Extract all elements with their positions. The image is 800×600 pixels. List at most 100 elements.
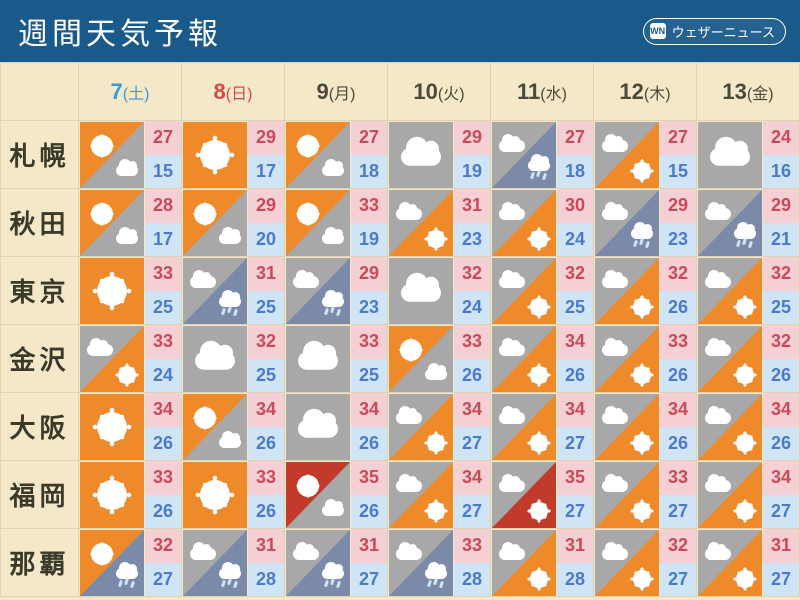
forecast-table: 7(土)8(日)9(月)10(火)11(水)12(木)13(金) 札幌 27 1…	[0, 62, 800, 597]
weather-icon	[594, 461, 660, 528]
day-number: 11	[517, 79, 540, 104]
weather-icon	[79, 393, 145, 460]
weather-icon	[388, 189, 454, 256]
temp-low: 26	[763, 427, 799, 461]
temps: 27 18	[557, 121, 593, 188]
temp-high: 33	[351, 325, 387, 359]
temps: 34 26	[763, 393, 799, 460]
temp-high: 34	[763, 393, 799, 427]
temps: 29 17	[248, 121, 284, 188]
temp-low: 28	[454, 563, 490, 597]
city-row: 札幌 27 15 29 17 27 18 29 19 27 18	[1, 121, 800, 189]
forecast-cell: 31 23	[388, 189, 491, 257]
weather-icon	[79, 461, 145, 528]
temps: 30 24	[557, 189, 593, 256]
temp-low: 28	[248, 563, 284, 597]
weather-icon	[285, 121, 351, 188]
temp-low: 27	[660, 495, 696, 529]
weather-icon	[594, 393, 660, 460]
forecast-cell: 31 27	[285, 529, 388, 597]
temps: 24 16	[763, 121, 799, 188]
weather-icon	[491, 325, 557, 392]
temp-high: 28	[145, 189, 181, 223]
temp-low: 27	[454, 495, 490, 529]
temp-high: 29	[248, 189, 284, 223]
temps: 33 26	[248, 461, 284, 528]
weather-icon	[285, 189, 351, 256]
weather-icon	[79, 325, 145, 392]
forecast-cell: 33 25	[79, 257, 182, 325]
forecast-cell: 32 26	[697, 325, 800, 393]
temp-high: 27	[660, 121, 696, 155]
temps: 29 20	[248, 189, 284, 256]
forecast-cell: 29 23	[594, 189, 697, 257]
temp-high: 31	[763, 529, 799, 563]
forecast-cell: 34 26	[697, 393, 800, 461]
day-of-week: (月)	[329, 86, 356, 103]
temps: 33 26	[660, 325, 696, 392]
weather-icon	[697, 529, 763, 596]
temp-high: 33	[145, 257, 181, 291]
weather-icon	[285, 325, 351, 392]
forecast-cell: 32 24	[388, 257, 491, 325]
temps: 27 15	[145, 121, 181, 188]
temps: 27 18	[351, 121, 387, 188]
temp-low: 23	[454, 223, 490, 257]
forecast-cell: 33 27	[594, 461, 697, 529]
temps: 34 26	[248, 393, 284, 460]
temp-low: 17	[145, 223, 181, 257]
temp-high: 32	[557, 257, 593, 291]
city-name: 那覇	[1, 529, 79, 597]
forecast-cell: 24 16	[697, 121, 800, 189]
weather-icon	[182, 393, 248, 460]
temp-low: 25	[763, 291, 799, 325]
temps: 33 25	[351, 325, 387, 392]
weather-icon	[182, 529, 248, 596]
temps: 31 27	[763, 529, 799, 596]
forecast-cell: 34 27	[697, 461, 800, 529]
header: 週間天気予報 WN ウェザーニュース	[0, 0, 800, 62]
temp-high: 34	[557, 393, 593, 427]
day-number: 7	[111, 79, 123, 104]
weather-icon	[79, 257, 145, 324]
day-header-10: 10(火)	[388, 63, 491, 121]
corner-cell	[1, 63, 79, 121]
temp-low: 24	[454, 291, 490, 325]
temp-low: 24	[145, 359, 181, 393]
temp-high: 27	[557, 121, 593, 155]
day-number: 13	[722, 79, 746, 104]
day-of-week: (水)	[540, 86, 567, 103]
day-of-week: (土)	[123, 86, 150, 103]
weather-icon	[388, 121, 454, 188]
day-of-week: (金)	[747, 86, 774, 103]
temp-low: 26	[351, 427, 387, 461]
temps: 31 25	[248, 257, 284, 324]
temp-high: 34	[351, 393, 387, 427]
city-row: 秋田 28 17 29 20 33 19 31 23	[1, 189, 800, 257]
temps: 31 27	[351, 529, 387, 596]
temps: 32 27	[660, 529, 696, 596]
temps: 32 25	[763, 257, 799, 324]
forecast-cell: 34 26	[182, 393, 285, 461]
weather-icon	[697, 121, 763, 188]
temps: 32 26	[763, 325, 799, 392]
temps: 34 27	[454, 393, 490, 460]
temps: 29 19	[454, 121, 490, 188]
temps: 32 25	[248, 325, 284, 392]
temp-high: 32	[763, 325, 799, 359]
weather-icon	[697, 257, 763, 324]
forecast-cell: 31 28	[182, 529, 285, 597]
day-of-week: (木)	[644, 86, 671, 103]
forecast-cell: 34 26	[79, 393, 182, 461]
forecast-cell: 29 19	[388, 121, 491, 189]
forecast-cell: 27 15	[594, 121, 697, 189]
forecast-cell: 33 26	[388, 325, 491, 393]
temp-low: 26	[660, 291, 696, 325]
temp-high: 34	[145, 393, 181, 427]
forecast-body: 札幌 27 15 29 17 27 18 29 19 27 18	[1, 121, 800, 597]
temp-low: 27	[351, 563, 387, 597]
temp-low: 27	[145, 563, 181, 597]
temps: 27 15	[660, 121, 696, 188]
temp-low: 25	[351, 359, 387, 393]
forecast-cell: 33 25	[285, 325, 388, 393]
